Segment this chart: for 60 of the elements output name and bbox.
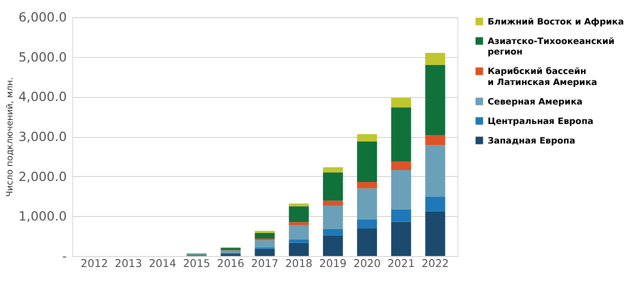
bar — [425, 196, 446, 212]
y-tick-label: 4,000.0 — [18, 89, 67, 104]
y-tick-label: 2,000.0 — [18, 168, 67, 184]
bar — [322, 228, 343, 236]
legend-label: Азиатско-Тихоокеанский регион — [488, 36, 615, 58]
bar — [288, 222, 309, 225]
bar — [220, 250, 241, 253]
bar — [322, 167, 343, 172]
bar — [254, 248, 275, 256]
x-tick-label: 2020 — [353, 257, 381, 270]
bar — [391, 209, 412, 222]
bar — [425, 52, 446, 65]
bar — [357, 188, 377, 220]
y-tick-label: 3,000.0 — [18, 128, 67, 144]
bar — [254, 232, 275, 238]
bar — [357, 219, 377, 228]
legend-label: Северная Америка — [488, 97, 583, 108]
bar — [288, 224, 309, 240]
x-tick-label: 2021 — [387, 257, 415, 270]
legend-label: Карибский бассейн и Латинская Америка — [488, 67, 598, 88]
bar — [391, 170, 412, 210]
bar — [254, 240, 275, 248]
bar — [288, 242, 309, 256]
bar — [322, 205, 343, 229]
y-tick-label: - — [62, 248, 67, 264]
x-tick-label: 2012 — [80, 257, 108, 270]
x-tick-label: 2018 — [285, 257, 313, 270]
bar — [391, 222, 412, 256]
x-tick-label: 2015 — [182, 257, 210, 270]
y-tick-label: 1,000.0 — [18, 208, 67, 224]
bar — [357, 141, 377, 182]
bar — [391, 107, 412, 162]
bar — [288, 206, 309, 222]
bar — [220, 254, 241, 256]
bar — [322, 200, 343, 206]
bar — [288, 239, 309, 243]
legend-label: Ближний Восток и Африка — [488, 17, 624, 28]
bar — [425, 134, 446, 146]
x-tick-label: 2014 — [148, 257, 176, 270]
bar — [357, 134, 377, 142]
legend-label: Западная Европа — [488, 136, 576, 146]
x-tick-label: 2013 — [114, 257, 142, 270]
bar — [357, 228, 377, 256]
x-tick-label: 2022 — [422, 257, 449, 270]
bar — [391, 162, 412, 170]
x-tick-label: 2017 — [251, 257, 278, 270]
x-tick-label: 2016 — [217, 257, 244, 270]
y-tick-label: 5,000.0 — [18, 49, 67, 64]
y-axis-title: Число подключений, млн. — [6, 77, 16, 197]
bar — [322, 172, 343, 201]
bar — [357, 182, 377, 188]
bar — [425, 64, 446, 135]
x-tick-label: 2019 — [319, 257, 347, 270]
y-tick-label: 6,000.0 — [18, 9, 67, 24]
bar — [288, 203, 309, 206]
bar — [425, 211, 446, 256]
bar — [425, 145, 446, 197]
bar — [322, 235, 343, 256]
legend-label: Центральная Европа — [488, 116, 594, 127]
bar — [391, 98, 412, 108]
